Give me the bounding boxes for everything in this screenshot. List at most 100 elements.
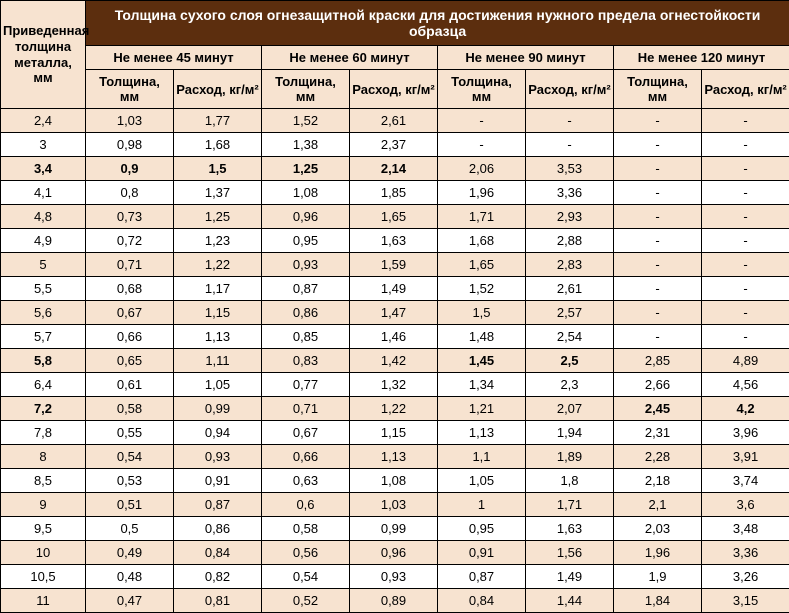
cell-metal-thickness: 9 <box>1 493 86 517</box>
cell-value: 2,66 <box>614 373 702 397</box>
cell-value: 2,93 <box>526 205 614 229</box>
cell-value: 1,32 <box>350 373 438 397</box>
cell-value: 3,48 <box>702 517 789 541</box>
cell-value: 0,87 <box>174 493 262 517</box>
cell-value: - <box>702 229 789 253</box>
cell-value: 2,45 <box>614 397 702 421</box>
cell-value: 0,61 <box>86 373 174 397</box>
cell-value: 2,57 <box>526 301 614 325</box>
cell-value: - <box>526 133 614 157</box>
cell-value: 1,71 <box>438 205 526 229</box>
cell-metal-thickness: 5,8 <box>1 349 86 373</box>
cell-value: 3,26 <box>702 565 789 589</box>
cell-value: - <box>614 253 702 277</box>
cell-value: 0,96 <box>262 205 350 229</box>
cell-metal-thickness: 6,4 <box>1 373 86 397</box>
cell-value: 1,49 <box>350 277 438 301</box>
cell-value: - <box>526 109 614 133</box>
cell-value: 1,25 <box>174 205 262 229</box>
sub-header-thickness: Толщина, мм <box>262 70 350 109</box>
cell-value: 4,56 <box>702 373 789 397</box>
cell-metal-thickness: 5,6 <box>1 301 86 325</box>
cell-value: 0,84 <box>438 589 526 613</box>
cell-value: 1,44 <box>526 589 614 613</box>
cell-value: 0,73 <box>86 205 174 229</box>
cell-value: 1,59 <box>350 253 438 277</box>
cell-value: 1,1 <box>438 445 526 469</box>
cell-value: 1,13 <box>174 325 262 349</box>
cell-value: 0,86 <box>174 517 262 541</box>
cell-metal-thickness: 10 <box>1 541 86 565</box>
cell-value: 1,5 <box>438 301 526 325</box>
cell-value: 2,88 <box>526 229 614 253</box>
table-row: 110,470,810,520,890,841,441,843,15 <box>1 589 789 613</box>
cell-value: 0,72 <box>86 229 174 253</box>
cell-value: - <box>702 277 789 301</box>
table-row: 5,70,661,130,851,461,482,54-- <box>1 325 789 349</box>
cell-value: 2,1 <box>614 493 702 517</box>
table-header: Приведенная толщина металла, мм Толщина … <box>1 1 789 109</box>
cell-value: 2,37 <box>350 133 438 157</box>
cell-value: 1,52 <box>262 109 350 133</box>
cell-value: 0,65 <box>86 349 174 373</box>
cell-value: 1,71 <box>526 493 614 517</box>
cell-value: - <box>702 133 789 157</box>
cell-value: 1,63 <box>526 517 614 541</box>
cell-value: 0,8 <box>86 181 174 205</box>
cell-metal-thickness: 4,1 <box>1 181 86 205</box>
cell-metal-thickness: 5,7 <box>1 325 86 349</box>
group-header-45min: Не менее 45 минут <box>86 46 262 70</box>
cell-metal-thickness: 2,4 <box>1 109 86 133</box>
cell-value: - <box>614 325 702 349</box>
cell-value: 0,93 <box>350 565 438 589</box>
cell-metal-thickness: 8 <box>1 445 86 469</box>
cell-value: - <box>614 133 702 157</box>
cell-value: 0,98 <box>86 133 174 157</box>
cell-metal-thickness: 9,5 <box>1 517 86 541</box>
cell-value: 0,99 <box>350 517 438 541</box>
cell-value: 1,65 <box>350 205 438 229</box>
cell-value: 2,28 <box>614 445 702 469</box>
sub-header-rate: Расход, кг/м² <box>526 70 614 109</box>
cell-value: 0,58 <box>262 517 350 541</box>
cell-value: 0,48 <box>86 565 174 589</box>
cell-value: 0,83 <box>262 349 350 373</box>
cell-value: 1,47 <box>350 301 438 325</box>
cell-metal-thickness: 8,5 <box>1 469 86 493</box>
cell-value: 2,14 <box>350 157 438 181</box>
cell-value: 0,71 <box>86 253 174 277</box>
table-row: 4,90,721,230,951,631,682,88-- <box>1 229 789 253</box>
cell-value: 1,85 <box>350 181 438 205</box>
cell-value: 0,93 <box>174 445 262 469</box>
cell-value: 1,23 <box>174 229 262 253</box>
cell-value: 0,66 <box>262 445 350 469</box>
table-row: 7,80,550,940,671,151,131,942,313,96 <box>1 421 789 445</box>
cell-value: 1,05 <box>438 469 526 493</box>
table-row: 5,60,671,150,861,471,52,57-- <box>1 301 789 325</box>
cell-value: 3,53 <box>526 157 614 181</box>
cell-value: 1,68 <box>438 229 526 253</box>
group-header-60min: Не менее 60 минут <box>262 46 438 70</box>
table-row: 9,50,50,860,580,990,951,632,033,48 <box>1 517 789 541</box>
cell-value: 1,08 <box>350 469 438 493</box>
cell-value: 1,08 <box>262 181 350 205</box>
table-row: 50,711,220,931,591,652,83-- <box>1 253 789 277</box>
cell-metal-thickness: 7,8 <box>1 421 86 445</box>
cell-value: 0,89 <box>350 589 438 613</box>
cell-value: 1,11 <box>174 349 262 373</box>
cell-value: 1,96 <box>438 181 526 205</box>
cell-value: - <box>614 229 702 253</box>
cell-value: - <box>614 205 702 229</box>
cell-value: 0,71 <box>262 397 350 421</box>
cell-value: - <box>702 253 789 277</box>
cell-value: 3,96 <box>702 421 789 445</box>
cell-value: 0,87 <box>438 565 526 589</box>
cell-value: - <box>614 181 702 205</box>
cell-value: 2,85 <box>614 349 702 373</box>
cell-value: 0,53 <box>86 469 174 493</box>
table-row: 100,490,840,560,960,911,561,963,36 <box>1 541 789 565</box>
cell-value: 1 <box>438 493 526 517</box>
cell-value: - <box>702 181 789 205</box>
table-row: 5,50,681,170,871,491,522,61-- <box>1 277 789 301</box>
cell-value: - <box>438 109 526 133</box>
